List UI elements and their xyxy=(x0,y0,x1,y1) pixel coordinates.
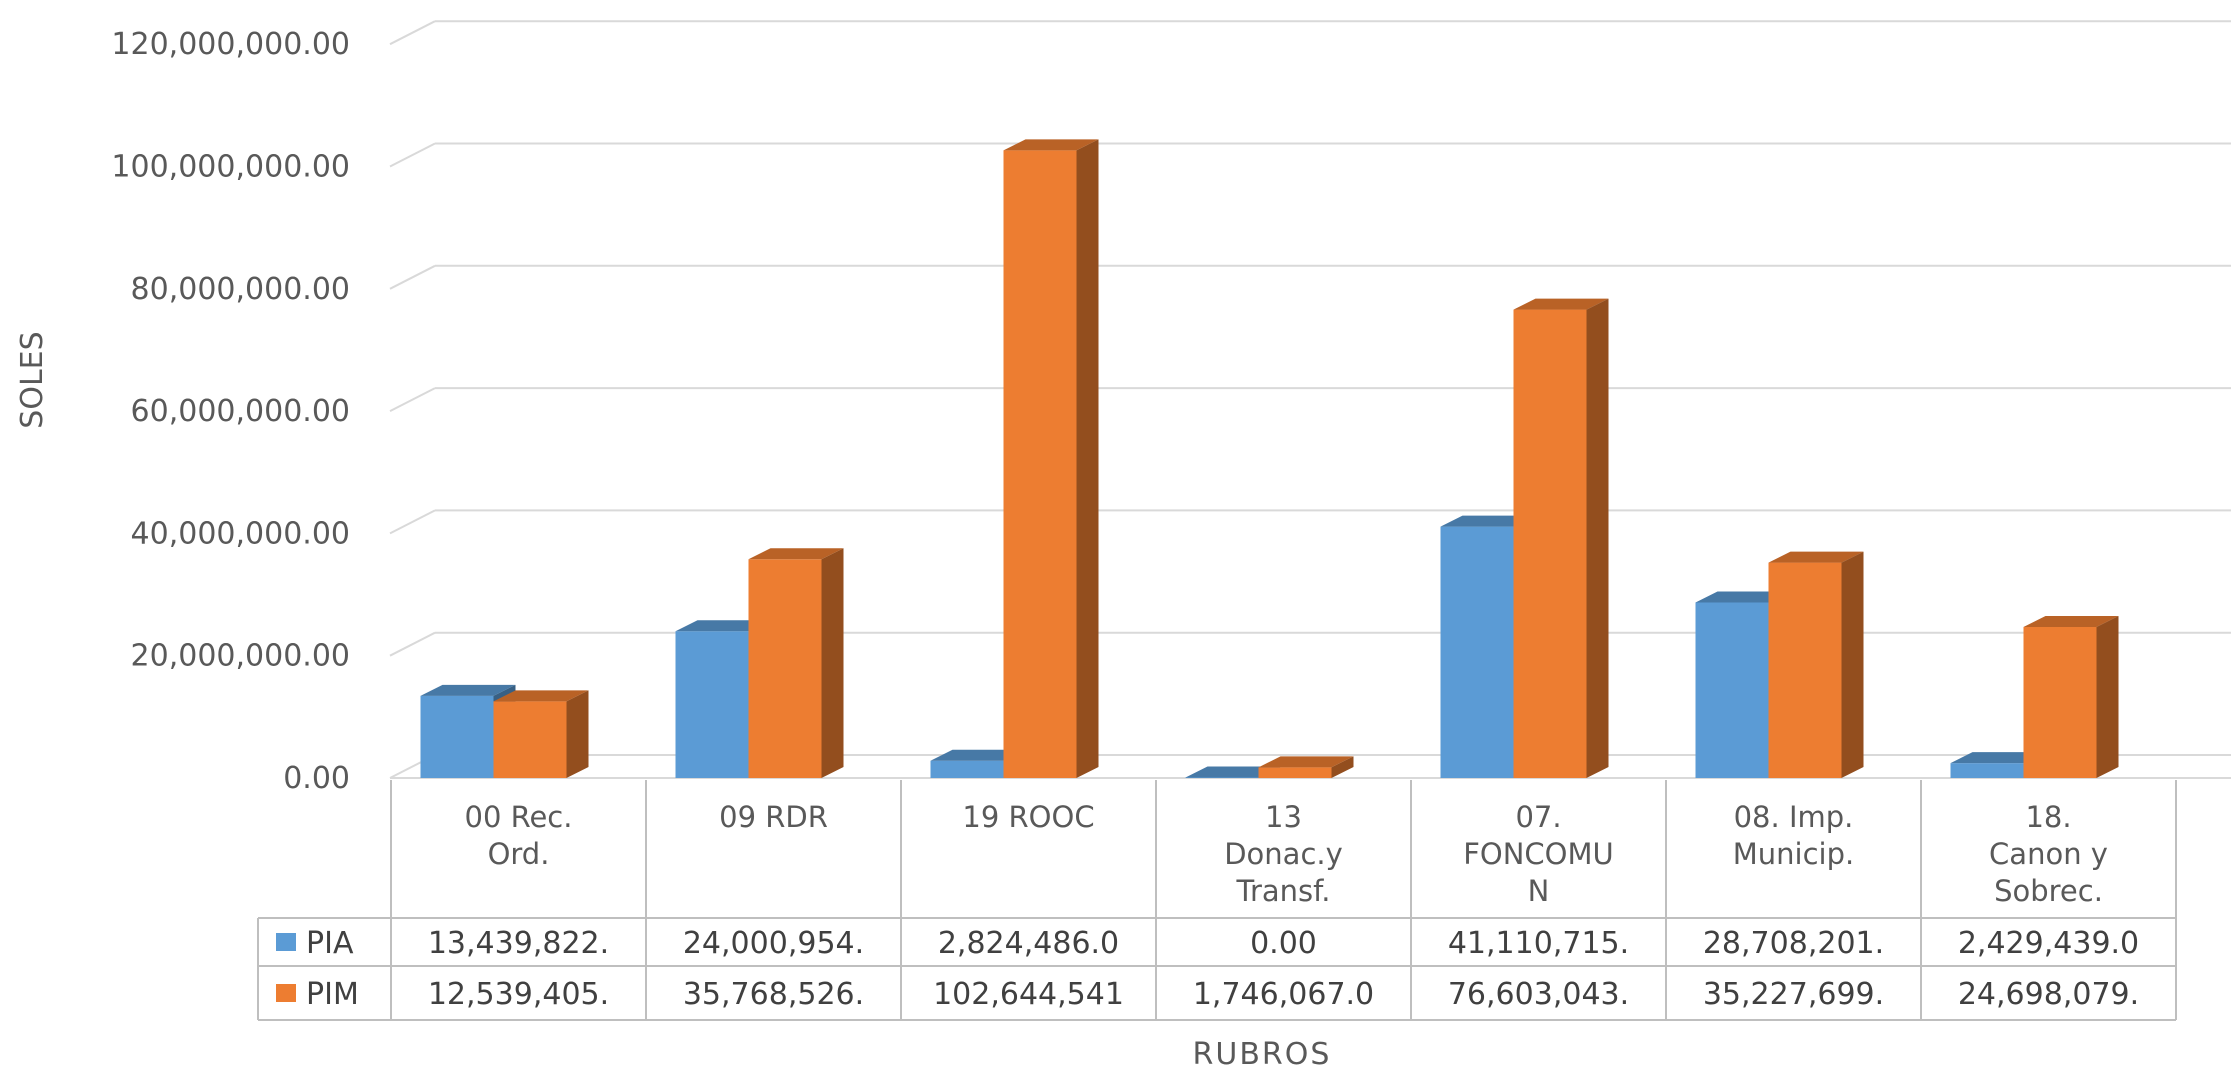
bar-top xyxy=(420,684,516,696)
y-axis-title: SOLES xyxy=(15,331,50,428)
data-cell: 28,708,201. xyxy=(1703,926,1884,961)
bar-top xyxy=(930,749,1026,761)
bars xyxy=(420,139,2119,779)
bar-top xyxy=(1003,139,1099,151)
category-label: 07. FONCOMU N xyxy=(1463,800,1614,908)
bar-top xyxy=(2023,615,2119,627)
gridline-edge xyxy=(389,387,436,412)
y-tick-label: 40,000,000.00 xyxy=(131,516,350,551)
y-tick-label: 0.00 xyxy=(283,761,350,796)
bar-top xyxy=(1950,752,2046,764)
bar-pim xyxy=(1513,298,1609,778)
bar-front xyxy=(2023,626,2097,778)
legend-swatch-pim xyxy=(276,984,296,1002)
bar-front xyxy=(1185,777,1259,778)
legend-swatch-pia xyxy=(276,933,296,951)
bar-front xyxy=(1440,526,1514,778)
bar-side xyxy=(1076,139,1099,779)
category-label: 09 RDR xyxy=(719,800,828,834)
bar-top xyxy=(1440,515,1536,527)
y-tick-label: 100,000,000.00 xyxy=(111,150,350,185)
bar-pim xyxy=(1003,139,1099,779)
bar-pim xyxy=(1258,756,1354,778)
data-cell: 13,439,822. xyxy=(428,926,609,961)
gridlines xyxy=(389,20,2231,779)
bar-side xyxy=(1841,551,1864,778)
y-tick-label: 60,000,000.00 xyxy=(131,394,350,429)
bar-top xyxy=(748,548,844,560)
data-table: 00 Rec. Ord. 09 RDR 19 ROOC 13 Donac.y Transf.… xyxy=(257,780,2177,1021)
gridline-edge xyxy=(389,20,436,46)
bar-front xyxy=(675,631,749,778)
data-cell: 1,746,067.0 xyxy=(1193,977,1374,1012)
bar-front xyxy=(748,559,822,778)
category-label: 13 Donac.y Transf. xyxy=(1224,800,1343,908)
bar-top xyxy=(1185,766,1281,778)
data-cell: 102,644,541 xyxy=(933,977,1124,1012)
gridline-edge xyxy=(389,631,436,657)
bar-top xyxy=(1768,551,1864,563)
bar-top xyxy=(1258,756,1354,768)
bar-pim xyxy=(2023,615,2119,778)
bar-side xyxy=(1331,756,1354,778)
category-label: 00 Rec. Ord. xyxy=(465,800,573,871)
bar-front xyxy=(420,695,494,778)
data-cell: 41,110,715. xyxy=(1448,926,1629,961)
data-cell: 35,227,699. xyxy=(1703,977,1884,1012)
category-label: 18. Canon y Sobrec. xyxy=(1989,800,2108,908)
category-label: 19 ROOC xyxy=(962,800,1094,834)
data-cell: 24,000,954. xyxy=(683,926,864,961)
bar-side xyxy=(1586,298,1609,778)
legend-label: PIA xyxy=(306,926,354,961)
y-tick-label: 80,000,000.00 xyxy=(131,272,350,307)
y-tick-label: 20,000,000.00 xyxy=(131,639,350,674)
bar-front xyxy=(1003,150,1077,779)
data-cell: 35,768,526. xyxy=(683,977,864,1012)
bar-pim xyxy=(493,690,589,778)
bar-front xyxy=(1258,767,1332,778)
bar-pia xyxy=(1440,515,1536,778)
bar-front xyxy=(930,760,1004,778)
bar-side xyxy=(821,548,844,778)
data-cell: 24,698,079. xyxy=(1958,977,2139,1012)
gridline-edge xyxy=(389,264,436,290)
y-axis-ticks: 0.00 20,000,000.00 40,000,000.00 60,000,000… xyxy=(111,27,350,796)
bar-front xyxy=(493,701,567,778)
legend-label: PIM xyxy=(306,977,359,1012)
data-cell: 2,824,486.0 xyxy=(938,926,1119,961)
bar-top xyxy=(1695,591,1791,603)
data-cell: 0.00 xyxy=(1250,926,1317,961)
gridline-edge xyxy=(389,509,436,535)
category-label: 08. Imp. Municip. xyxy=(1733,800,1854,871)
bar-side xyxy=(2096,615,2119,778)
bar-top xyxy=(1513,298,1609,310)
bar-front xyxy=(1695,602,1769,778)
y-tick-label: 120,000,000.00 xyxy=(111,27,350,62)
data-cell: 2,429,439.0 xyxy=(1958,926,2139,961)
data-cell: 76,603,043. xyxy=(1448,977,1629,1012)
bar-top xyxy=(675,620,771,632)
gridline-edge xyxy=(389,142,436,168)
bar-top xyxy=(493,690,589,702)
bar-side xyxy=(566,690,589,778)
bar-front xyxy=(1513,309,1587,778)
x-axis-title: RUBROS xyxy=(1193,1037,1332,1069)
bar-front xyxy=(1950,763,2024,778)
bar-pim xyxy=(748,548,844,778)
bar-front xyxy=(1768,562,1842,778)
bar-pim xyxy=(1768,551,1864,778)
data-cell: 12,539,405. xyxy=(428,977,609,1012)
